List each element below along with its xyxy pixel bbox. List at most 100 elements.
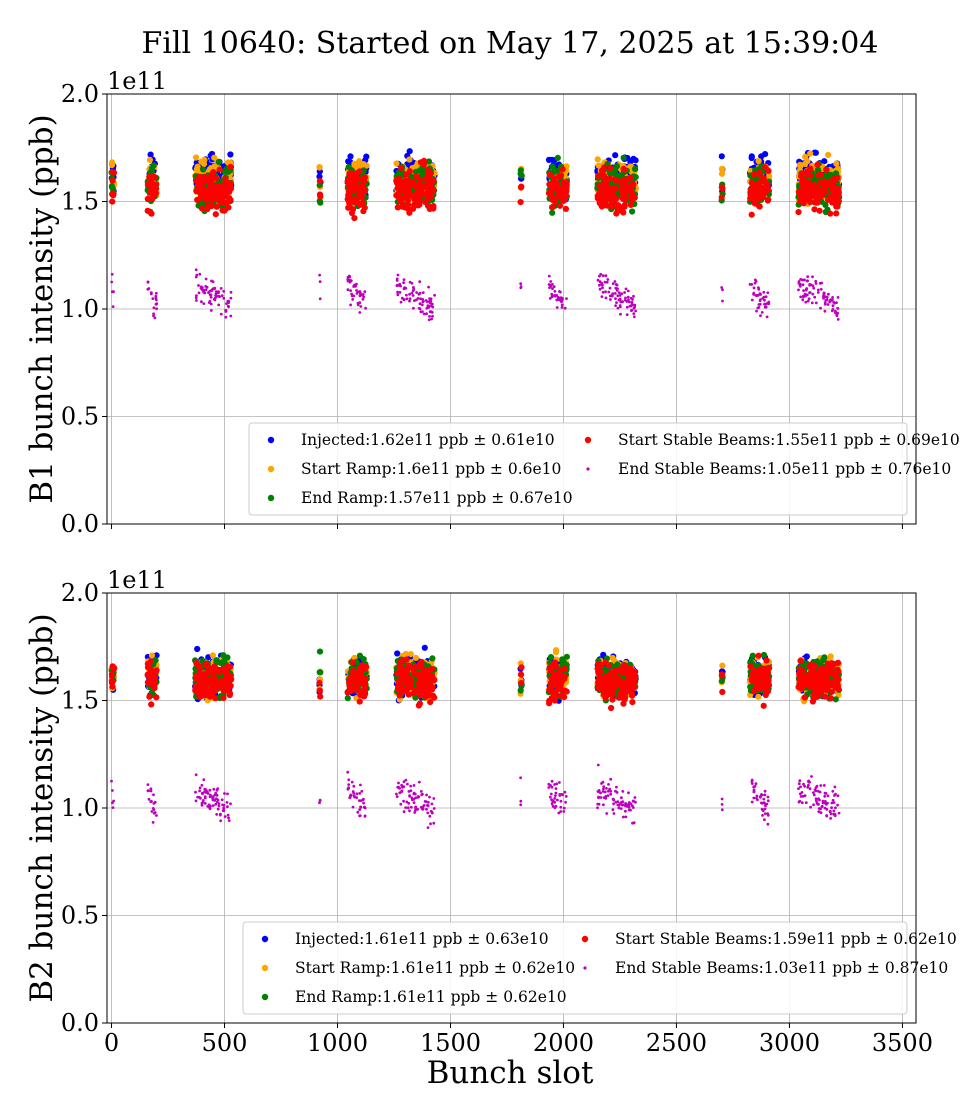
data-point bbox=[412, 654, 419, 662]
legend-entry: Injected:1.62e11 ppb ± 0.61e10 bbox=[301, 431, 555, 449]
data-point bbox=[765, 315, 769, 319]
data-point bbox=[406, 209, 413, 216]
data-point bbox=[399, 300, 403, 304]
data-point bbox=[606, 278, 610, 281]
data-point bbox=[345, 164, 352, 171]
data-point bbox=[227, 151, 234, 158]
data-point bbox=[765, 186, 772, 193]
data-point bbox=[814, 301, 818, 305]
data-point bbox=[318, 297, 322, 301]
data-point bbox=[631, 165, 639, 173]
data-point bbox=[347, 274, 351, 278]
data-point bbox=[560, 306, 564, 309]
data-point bbox=[405, 293, 408, 297]
data-point bbox=[625, 300, 629, 303]
data-point bbox=[748, 179, 755, 186]
data-point bbox=[632, 312, 636, 315]
data-point bbox=[556, 191, 563, 198]
data-point bbox=[194, 275, 198, 279]
data-point bbox=[421, 291, 425, 294]
data-point bbox=[195, 294, 198, 298]
data-point bbox=[819, 186, 826, 193]
data-point bbox=[219, 312, 223, 316]
data-point bbox=[633, 303, 637, 307]
data-point bbox=[825, 298, 829, 302]
data-point bbox=[811, 206, 818, 213]
data-point bbox=[755, 157, 762, 165]
data-point bbox=[216, 166, 223, 173]
data-point bbox=[153, 694, 160, 701]
data-point bbox=[402, 278, 406, 281]
data-point bbox=[418, 291, 422, 295]
data-point bbox=[218, 295, 222, 298]
data-point bbox=[214, 294, 218, 297]
data-point bbox=[152, 314, 155, 318]
data-point bbox=[601, 286, 604, 290]
data-point bbox=[621, 178, 628, 185]
y-axis-label: B1 bunch intensity (ppb) bbox=[24, 114, 60, 503]
data-point bbox=[519, 282, 523, 286]
y-tick-label: 1.5 bbox=[61, 188, 99, 216]
data-point bbox=[224, 315, 228, 319]
data-point bbox=[620, 154, 627, 161]
data-point bbox=[350, 292, 353, 296]
data-point bbox=[316, 173, 323, 180]
data-point bbox=[395, 279, 399, 282]
data-point bbox=[818, 179, 825, 186]
data-point bbox=[399, 284, 402, 288]
data-point bbox=[614, 304, 617, 307]
data-point bbox=[599, 183, 606, 190]
data-point bbox=[219, 207, 226, 214]
data-point bbox=[549, 197, 557, 204]
data-point bbox=[212, 297, 216, 301]
data-point bbox=[620, 292, 624, 295]
data-point bbox=[396, 293, 400, 297]
data-point bbox=[209, 309, 213, 312]
data-point bbox=[825, 295, 829, 299]
data-point bbox=[754, 280, 758, 283]
data-point bbox=[756, 293, 760, 297]
data-point bbox=[608, 294, 612, 298]
data-point bbox=[316, 164, 323, 171]
data-point bbox=[551, 179, 558, 186]
data-point bbox=[719, 185, 726, 192]
data-point bbox=[359, 291, 362, 295]
data-point bbox=[721, 288, 724, 292]
data-point bbox=[109, 683, 116, 690]
data-point bbox=[194, 268, 198, 272]
data-point bbox=[360, 161, 367, 168]
legend-entry: End Stable Beams:1.05e11 ppb ± 0.76e10 bbox=[618, 460, 951, 478]
data-point bbox=[209, 170, 216, 177]
data-point bbox=[623, 291, 626, 294]
data-point bbox=[349, 303, 352, 307]
data-point bbox=[197, 291, 201, 295]
data-point bbox=[150, 192, 157, 199]
data-point bbox=[409, 179, 416, 186]
data-point bbox=[416, 167, 423, 174]
data-point bbox=[827, 653, 834, 660]
data-point bbox=[393, 160, 400, 167]
data-point bbox=[109, 198, 116, 205]
data-point bbox=[317, 669, 324, 676]
data-point bbox=[405, 297, 409, 301]
data-point bbox=[759, 314, 762, 317]
data-point bbox=[808, 291, 812, 294]
data-point bbox=[556, 202, 564, 209]
data-point bbox=[750, 298, 754, 302]
data-point bbox=[211, 287, 215, 291]
data-point bbox=[344, 177, 351, 184]
data-point bbox=[596, 199, 603, 207]
data-point bbox=[111, 305, 115, 308]
data-point bbox=[406, 148, 413, 155]
data-point bbox=[808, 192, 816, 199]
data-point bbox=[759, 298, 762, 301]
data-point bbox=[600, 173, 607, 180]
data-point bbox=[609, 298, 612, 301]
data-point bbox=[411, 191, 418, 198]
data-point bbox=[210, 186, 217, 193]
data-point bbox=[814, 161, 821, 168]
data-point bbox=[202, 302, 206, 305]
data-point bbox=[346, 199, 353, 207]
data-point bbox=[153, 181, 160, 188]
